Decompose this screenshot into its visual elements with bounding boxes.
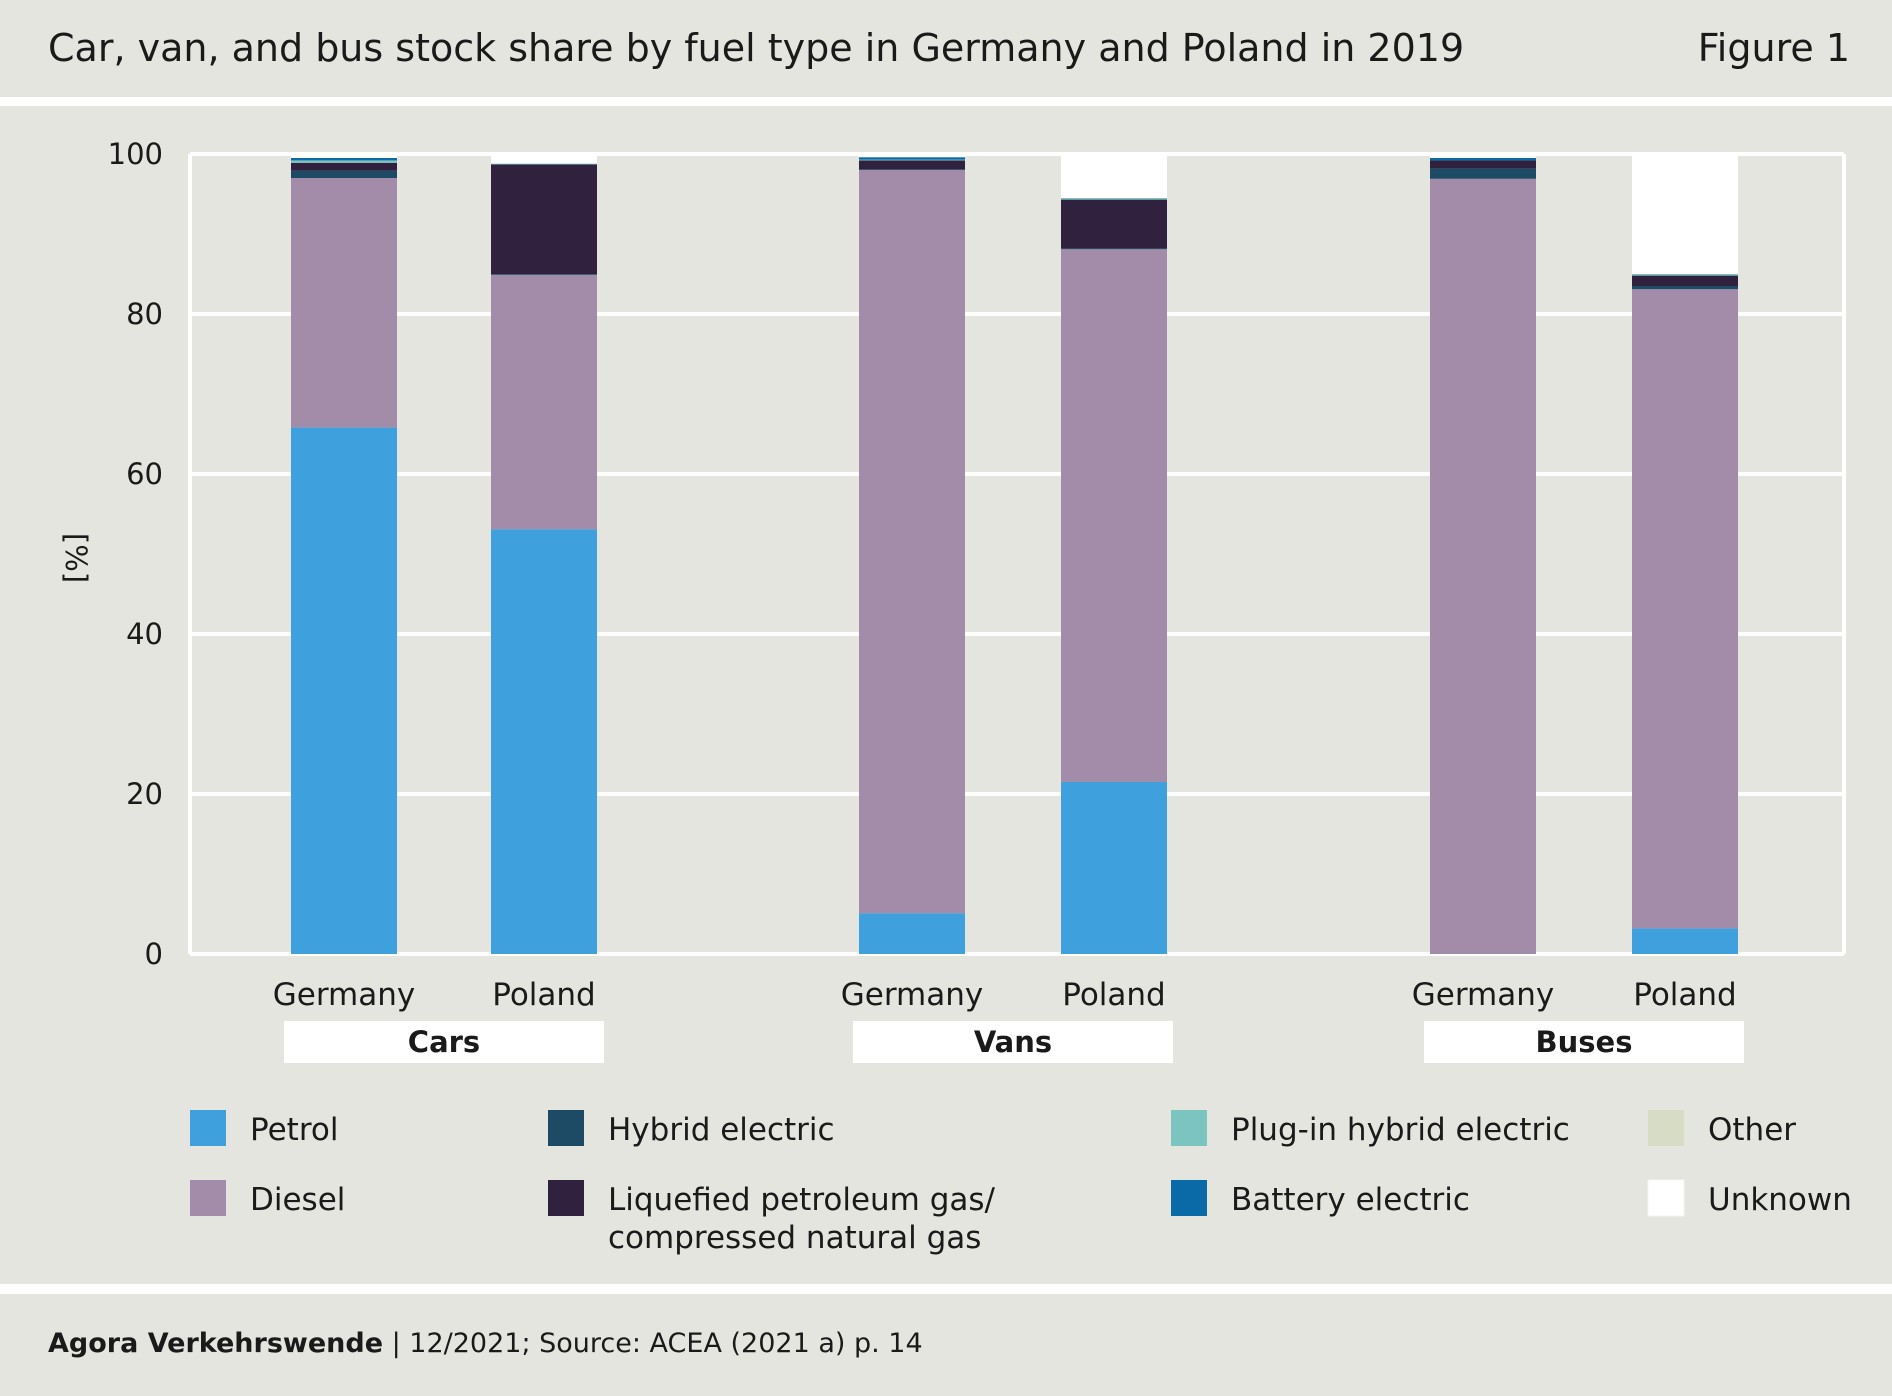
plot-area [190, 154, 1844, 954]
footer-brand: Agora Verkehrswende [48, 1328, 384, 1359]
group-label-box [1424, 1021, 1744, 1063]
x-tick-label: Germany [841, 977, 983, 1013]
bar-segment-battery-electric [859, 157, 965, 160]
bar-segment-battery-electric [291, 158, 397, 161]
bar-segment-petrol [291, 427, 397, 955]
legend-swatch [1171, 1180, 1207, 1216]
group-label-box [284, 1021, 604, 1063]
legend-label: Battery electric [1231, 1182, 1470, 1218]
legend: Petrol Diesel Hybrid electric Liquefied pet… [190, 1110, 1852, 1256]
group-label: Buses [1536, 1025, 1633, 1059]
group-label: Cars [408, 1025, 480, 1059]
x-tick-label: Poland [1633, 977, 1737, 1013]
legend-swatch [190, 1180, 226, 1216]
bar-segment-liquefied-petroleum-gas-compressed-natural-gas [1061, 199, 1167, 249]
footer-source: Agora Verkehrswende | 12/2021; Source: A… [48, 1328, 923, 1359]
y-axis-label: [%] [59, 533, 93, 583]
bar-segment-battery-electric [1430, 158, 1536, 161]
y-tick-label: 20 [126, 777, 163, 811]
legend-label: Petrol [250, 1112, 338, 1148]
legend-label: Liquefied petroleum gas/ [608, 1182, 996, 1218]
bar-segment-petrol [859, 913, 965, 954]
bar-segment-hybrid-electric [491, 274, 597, 275]
x-tick-label: Germany [273, 977, 415, 1013]
bar-segment-diesel [1061, 249, 1167, 782]
bar-segment-diesel [1632, 289, 1738, 929]
bar-segment-diesel [491, 274, 597, 530]
bar-segment-unknown [1430, 154, 1536, 158]
bar-segment-plug-in-hybrid-electric [859, 159, 965, 161]
legend-label: Unknown [1708, 1182, 1852, 1218]
legend-label: Other [1708, 1112, 1796, 1148]
legend-label: compressed natural gas [608, 1220, 981, 1256]
bar-segment-plug-in-hybrid-electric [1632, 274, 1738, 276]
bar-segment-unknown [1632, 154, 1738, 274]
bar-segment-hybrid-electric [1061, 248, 1167, 250]
bar-segment-petrol [1632, 928, 1738, 954]
bar-segment-liquefied-petroleum-gas-compressed-natural-gas [491, 164, 597, 274]
gridlines [188, 152, 1846, 956]
bar-segment-diesel [291, 178, 397, 428]
x-tick-label: Poland [492, 977, 596, 1013]
bar-segment-liquefied-petroleum-gas-compressed-natural-gas [859, 160, 965, 170]
legend-swatch [548, 1180, 584, 1216]
bar-segment-diesel [1430, 178, 1536, 955]
y-tick-label: 60 [126, 457, 163, 491]
group-label-box [853, 1021, 1173, 1063]
footer-bar: Agora Verkehrswende | 12/2021; Source: A… [0, 1294, 1892, 1396]
y-tick-label: 0 [145, 937, 163, 971]
bar-segment-hybrid-electric [1632, 286, 1738, 290]
bar-segment-liquefied-petroleum-gas-compressed-natural-gas [1430, 160, 1536, 169]
bar-segment-hybrid-electric [291, 170, 397, 178]
legend-label: Hybrid electric [608, 1112, 835, 1148]
y-tick-label: 40 [126, 617, 163, 651]
legend-swatch [1648, 1110, 1684, 1146]
stacked-bar-chart: 0 20 40 60 80 100 [%] Germany Poland Germany Pol… [59, 137, 1852, 1256]
y-tick-label: 100 [108, 137, 163, 171]
bar-segment-unknown [859, 154, 965, 158]
bar-segment-unknown [491, 154, 597, 164]
bars [291, 154, 1738, 955]
legend-swatch [548, 1110, 584, 1146]
legend-label: Diesel [250, 1182, 345, 1218]
group-labels: Cars Vans Buses [284, 1021, 1744, 1063]
legend-swatch [1647, 1179, 1685, 1217]
bar-segment-liquefied-petroleum-gas-compressed-natural-gas [291, 162, 397, 171]
bar-segment-petrol [1061, 782, 1167, 954]
group-label: Vans [974, 1025, 1052, 1059]
legend-label: Plug-in hybrid electric [1231, 1112, 1570, 1148]
x-axis-labels: Germany Poland Germany Poland Germany Poland [273, 977, 1737, 1013]
x-tick-label: Poland [1062, 977, 1166, 1013]
legend-swatch [190, 1110, 226, 1146]
y-axis-ticks: 0 20 40 60 80 100 [108, 137, 163, 971]
bar-segment-diesel [859, 170, 965, 914]
figure-label: Figure 1 [1697, 26, 1850, 70]
bar-segment-petrol [491, 529, 597, 954]
bar-segment-unknown [291, 154, 397, 158]
title-bar: Car, van, and bus stock share by fuel ty… [0, 0, 1892, 97]
bar-segment-unknown [1061, 154, 1167, 198]
bar-segment-hybrid-electric [1430, 168, 1536, 179]
legend-swatch [1171, 1110, 1207, 1146]
bar-segment-plug-in-hybrid-electric [291, 160, 397, 163]
y-tick-label: 80 [126, 297, 163, 331]
bar-segment-plug-in-hybrid-electric [491, 163, 597, 165]
footer-citation: | 12/2021; Source: ACEA (2021 a) p. 14 [383, 1328, 923, 1359]
bar-segment-hybrid-electric [859, 169, 965, 170]
x-tick-label: Germany [1412, 977, 1554, 1013]
bar-segment-plug-in-hybrid-electric [1061, 198, 1167, 200]
bar-segment-liquefied-petroleum-gas-compressed-natural-gas [1632, 275, 1738, 286]
chart-title: Car, van, and bus stock share by fuel ty… [48, 26, 1465, 70]
